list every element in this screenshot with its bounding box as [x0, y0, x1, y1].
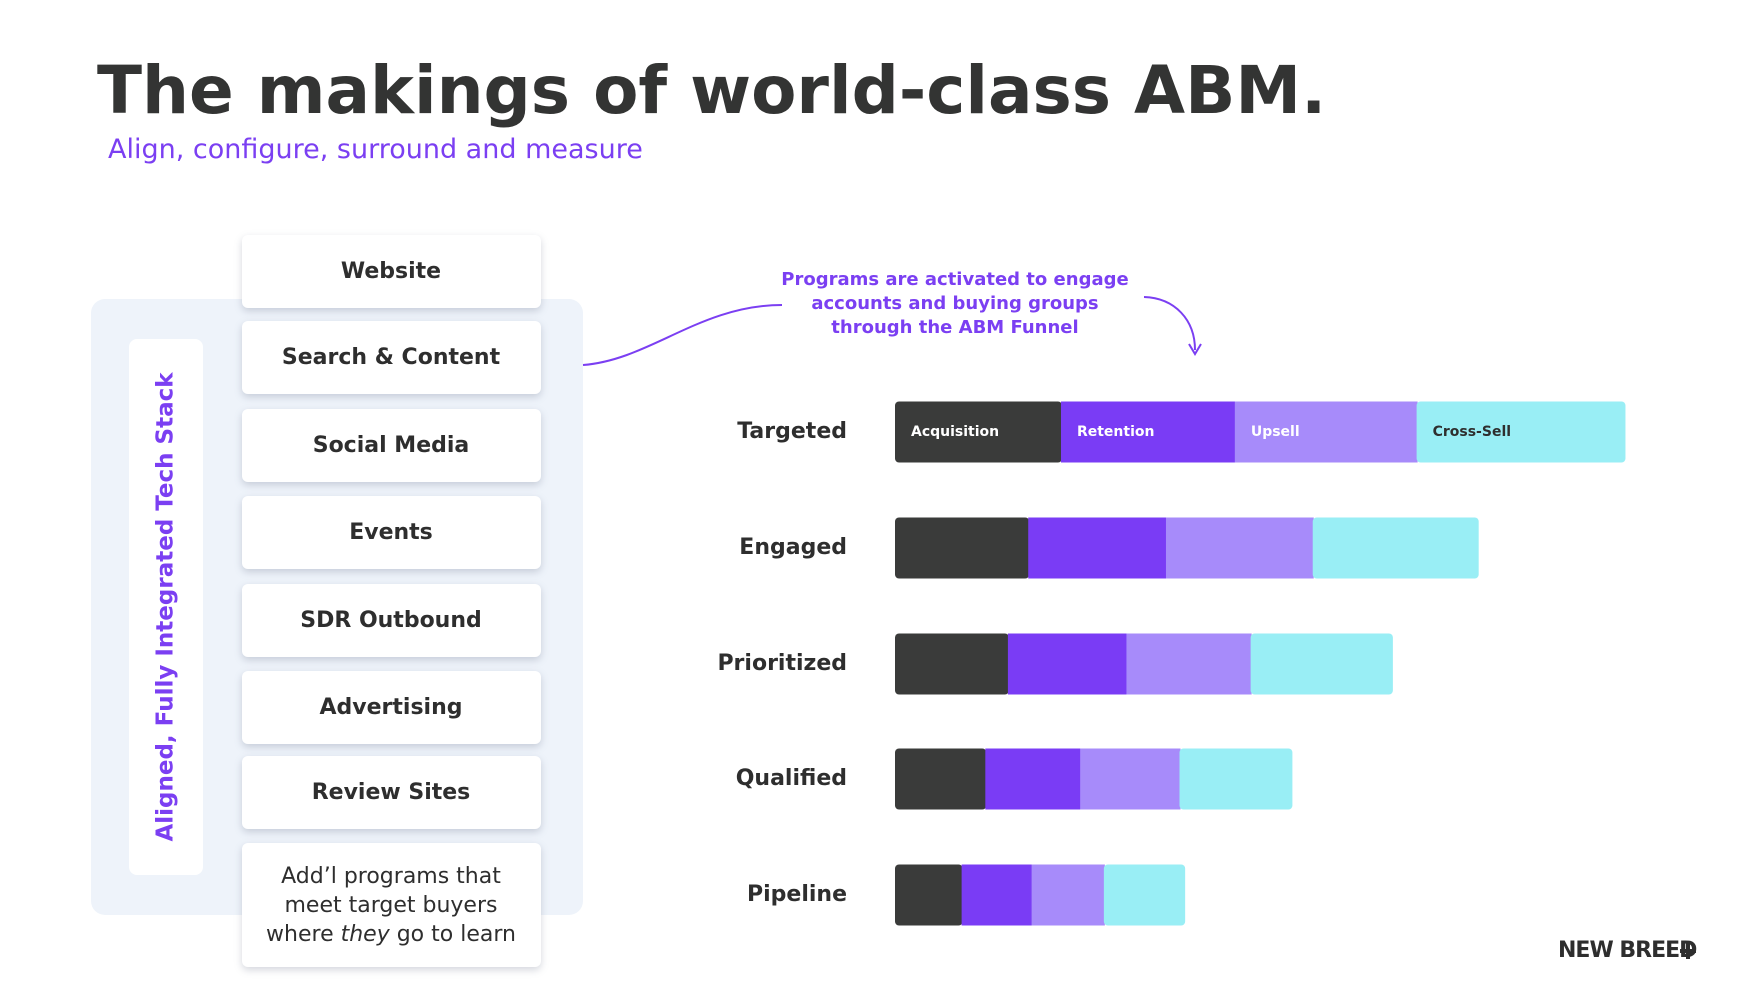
bar-segment	[1126, 633, 1252, 695]
program-label: SDR Outbound	[300, 608, 482, 633]
bar-segment	[895, 748, 987, 810]
annotation-line: accounts and buying groups	[811, 293, 1098, 314]
row-label: Engaged	[739, 535, 847, 560]
program-label: Advertising	[320, 695, 463, 720]
program-card	[242, 321, 541, 394]
bar-segment	[1312, 517, 1479, 579]
bar-segment	[1165, 517, 1314, 579]
text-run: they	[341, 922, 391, 947]
bar-segment	[1031, 864, 1105, 926]
bar-segment	[961, 864, 1033, 926]
segment-label: Retention	[1077, 424, 1155, 440]
program-cards: Website Search & Content Social Media Event…	[242, 235, 541, 967]
annotation: Programs are activated to engage accounts…	[781, 269, 1128, 338]
program-label: Website	[341, 259, 441, 284]
annotation-line: Programs are activated to engage	[781, 269, 1128, 290]
program-card	[242, 235, 541, 308]
program-extra-line: meet target buyers	[285, 893, 498, 918]
program-label: Search & Content	[282, 345, 501, 370]
program-card	[242, 671, 541, 744]
bar-segment	[1080, 748, 1181, 810]
bar-segment	[1250, 633, 1393, 695]
program-extra-line: Add’l programs that	[281, 864, 501, 889]
program-extra-line: where they go to learn	[266, 922, 516, 947]
bar-segment	[1234, 401, 1418, 463]
bar-segment	[1103, 864, 1186, 926]
bar-segment	[1060, 401, 1236, 463]
row-label: Qualified	[736, 766, 847, 791]
bar-segment	[1179, 748, 1293, 810]
text-run: go to learn	[390, 922, 516, 947]
brand-plus	[1680, 943, 1696, 959]
bar-segment	[895, 517, 1030, 579]
bar-segment	[895, 401, 1062, 463]
row-label: Targeted	[737, 419, 847, 444]
brand-logo: NEW BREED	[1558, 938, 1697, 963]
program-label: Social Media	[313, 433, 470, 458]
annotation-line: through the ABM Funnel	[831, 317, 1078, 338]
bar-segment	[985, 748, 1082, 810]
row-label: Prioritized	[717, 651, 847, 676]
program-card	[242, 584, 541, 657]
stack-label-strip	[129, 339, 203, 875]
program-card	[242, 843, 541, 967]
program-label: Events	[349, 520, 433, 545]
program-card	[242, 756, 541, 829]
bar-segment	[895, 864, 963, 926]
title: The makings of world-class ABM.	[97, 52, 1326, 129]
annotation-arrow	[1143, 296, 1196, 351]
program-card	[242, 409, 541, 482]
bar-segment	[895, 633, 1009, 695]
bar-segment	[1028, 517, 1167, 579]
stack-label: Aligned, Fully Integrated Tech Stack	[153, 372, 179, 842]
text-run: where	[266, 922, 341, 947]
row-label: Pipeline	[747, 882, 847, 907]
bar-segment	[1007, 633, 1128, 695]
arrow-head	[1188, 343, 1202, 356]
connector-curve	[582, 304, 783, 366]
segment-label: Cross-Sell	[1433, 424, 1511, 440]
funnel-chart: Targeted Acquisition Retention Upsell Cross-…	[717, 401, 1626, 926]
segment-label: Upsell	[1251, 424, 1300, 440]
program-label: Review Sites	[312, 780, 471, 805]
segment-label: Acquisition	[911, 424, 999, 440]
bar-segment	[1416, 401, 1626, 463]
subtitle: Align, configure, surround and measure	[108, 134, 643, 165]
program-card	[242, 496, 541, 569]
